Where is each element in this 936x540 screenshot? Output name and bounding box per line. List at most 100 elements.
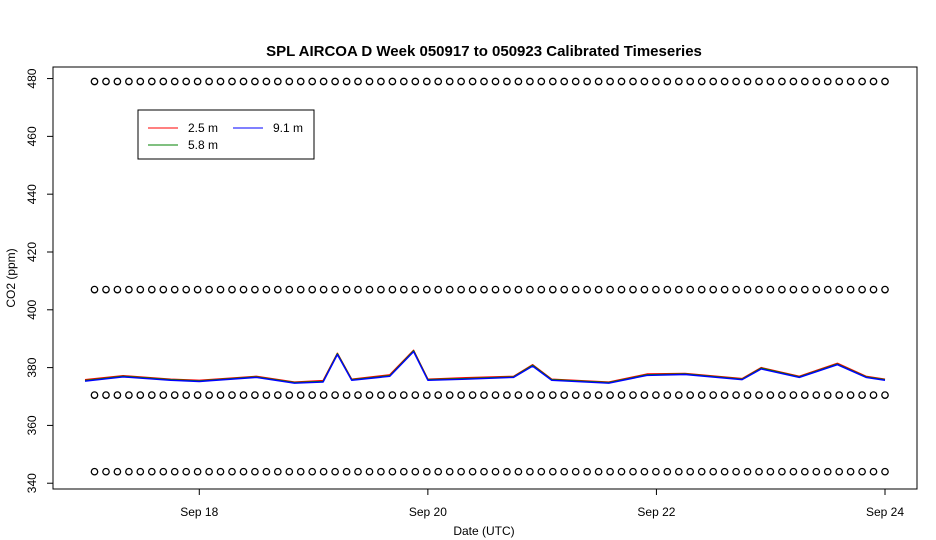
reference-marker bbox=[399, 77, 408, 86]
reference-marker bbox=[239, 77, 248, 86]
reference-marker bbox=[766, 467, 775, 476]
y-axis: 340 360 380 400 420 440 460 480 bbox=[25, 68, 53, 493]
reference-marker bbox=[732, 77, 740, 86]
reference-marker bbox=[468, 391, 477, 399]
reference-marker bbox=[136, 77, 145, 86]
reference-marker bbox=[514, 77, 523, 86]
reference-marker bbox=[239, 285, 248, 294]
reference-marker bbox=[468, 285, 477, 294]
reference-marker bbox=[480, 391, 488, 399]
reference-marker bbox=[377, 467, 385, 476]
reference-marker bbox=[411, 285, 420, 294]
plot-area-border bbox=[52, 66, 918, 490]
y-axis-label: CO2 (ppm) bbox=[4, 248, 18, 307]
reference-marker bbox=[869, 391, 878, 399]
reference-marker bbox=[743, 467, 752, 476]
reference-marker bbox=[239, 391, 248, 399]
reference-marker bbox=[319, 391, 328, 399]
reference-marker bbox=[617, 285, 626, 294]
reference-marker bbox=[205, 77, 213, 86]
reference-marker bbox=[583, 391, 591, 399]
reference-marker bbox=[262, 467, 271, 476]
reference-marker bbox=[136, 467, 145, 476]
x-axis-label: Date (UTC) bbox=[453, 524, 514, 538]
reference-marker bbox=[354, 467, 362, 476]
reference-marker bbox=[743, 285, 752, 294]
reference-marker bbox=[216, 391, 225, 399]
reference-marker bbox=[560, 467, 569, 476]
reference-marker bbox=[560, 391, 569, 399]
reference-marker bbox=[445, 285, 454, 294]
reference-marker bbox=[652, 467, 660, 476]
reference-marker bbox=[526, 391, 534, 399]
reference-marker bbox=[846, 391, 855, 399]
reference-marker bbox=[445, 391, 454, 399]
reference-marker bbox=[170, 467, 179, 476]
reference-marker bbox=[457, 391, 465, 399]
reference-marker bbox=[720, 285, 729, 294]
reference-marker bbox=[652, 77, 660, 86]
reference-marker bbox=[273, 467, 282, 476]
reference-marker bbox=[548, 285, 557, 294]
series-line-9-1-m bbox=[84, 351, 886, 384]
reference-marker bbox=[881, 467, 889, 476]
reference-marker bbox=[709, 77, 718, 86]
reference-marker bbox=[90, 467, 99, 476]
y-tick-label-480: 480 bbox=[25, 68, 39, 88]
reference-marker bbox=[182, 77, 191, 86]
reference-marker bbox=[102, 391, 110, 399]
reference-marker bbox=[308, 285, 317, 294]
reference-marker bbox=[697, 77, 706, 86]
reference-marker bbox=[594, 391, 603, 399]
reference-marker bbox=[262, 77, 271, 86]
reference-marker bbox=[800, 391, 809, 399]
reference-marker bbox=[697, 391, 706, 399]
reference-marker bbox=[514, 391, 523, 399]
reference-marker bbox=[789, 285, 798, 294]
reference-marker bbox=[170, 391, 179, 399]
reference-marker bbox=[778, 391, 786, 399]
reference-marker bbox=[503, 391, 511, 399]
reference-marker bbox=[262, 391, 271, 399]
reference-marker bbox=[296, 391, 305, 399]
reference-marker bbox=[159, 285, 168, 294]
reference-marker bbox=[594, 77, 603, 86]
reference-marker bbox=[800, 285, 809, 294]
reference-marker bbox=[411, 77, 420, 86]
reference-marker bbox=[846, 285, 855, 294]
reference-marker bbox=[147, 285, 156, 294]
legend-box bbox=[137, 109, 315, 160]
reference-marker bbox=[766, 285, 775, 294]
reference-marker bbox=[468, 467, 477, 476]
reference-marker bbox=[342, 391, 351, 399]
reference-marker bbox=[262, 285, 271, 294]
reference-marker bbox=[823, 467, 832, 476]
reference-marker bbox=[113, 77, 122, 86]
reference-marker bbox=[125, 285, 133, 294]
reference-marker bbox=[136, 285, 145, 294]
reference-marker bbox=[491, 285, 500, 294]
reference-marker bbox=[800, 467, 809, 476]
reference-marker bbox=[537, 285, 546, 294]
reference-marker bbox=[457, 467, 465, 476]
reference-marker bbox=[216, 77, 225, 86]
x-tick-label-sep-20: Sep 20 bbox=[409, 505, 447, 519]
reference-marker bbox=[125, 467, 133, 476]
reference-marker bbox=[755, 285, 763, 294]
reference-marker bbox=[308, 77, 317, 86]
reference-marker bbox=[858, 467, 866, 476]
reference-marker bbox=[800, 77, 809, 86]
reference-marker bbox=[812, 285, 821, 294]
reference-marker bbox=[170, 77, 179, 86]
reference-marker bbox=[445, 77, 454, 86]
reference-marker bbox=[686, 391, 695, 399]
reference-marker bbox=[514, 285, 523, 294]
reference-marker bbox=[228, 77, 236, 86]
reference-marker bbox=[365, 77, 374, 86]
reference-marker bbox=[113, 467, 122, 476]
reference-marker bbox=[835, 391, 844, 399]
reference-marker bbox=[434, 77, 443, 86]
reference-marker bbox=[812, 391, 821, 399]
reference-marker bbox=[640, 77, 649, 86]
